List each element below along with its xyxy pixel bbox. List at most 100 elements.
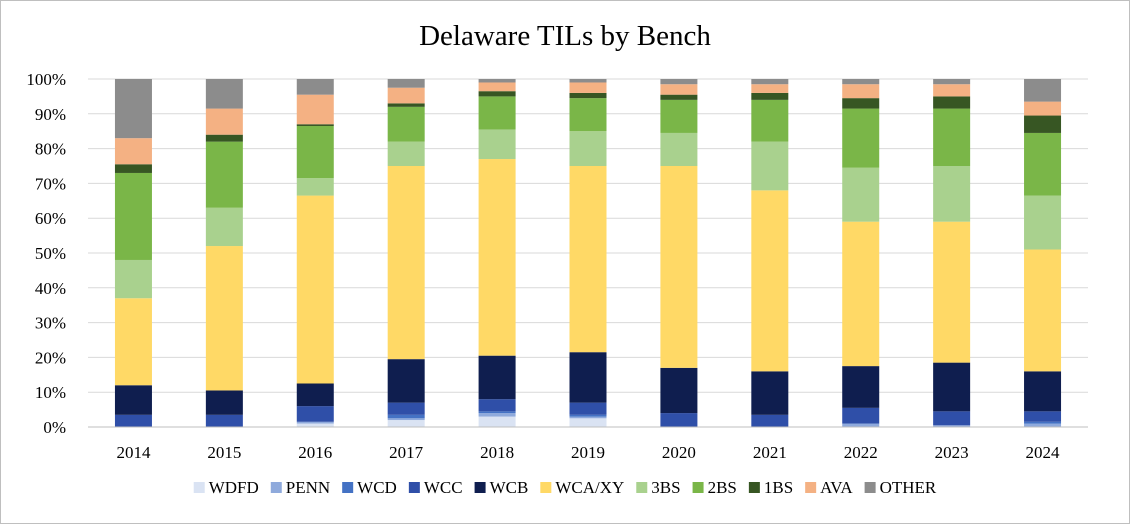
bar-segment-other	[205, 79, 243, 109]
y-axis: 0% 10% 20% 30% 40% 50% 60% 70% 80% 90% 100%	[26, 70, 66, 437]
bar-segment-wcc	[569, 402, 607, 415]
x-tick-label: 2015	[207, 443, 241, 462]
bar-segment-wcc	[660, 413, 698, 427]
bar-segment-ava	[478, 82, 516, 92]
x-tick-label: 2021	[753, 443, 787, 462]
bar-segment-ava	[114, 138, 152, 165]
bar-segment-wcb	[933, 362, 971, 412]
y-tick-label: 0%	[43, 418, 66, 437]
bar-segment-3bs	[205, 207, 243, 247]
legend-swatch	[692, 482, 704, 493]
bar-segment-wdfd	[569, 418, 607, 427]
bar-segment-wdfd	[387, 420, 425, 427]
bar-stack-2018	[478, 79, 516, 427]
bar-segment-wcb	[205, 390, 243, 415]
bar-segment-3bs	[296, 178, 334, 196]
bar-segment-wca-xy	[842, 221, 880, 367]
bar-segment-3bs	[114, 259, 152, 299]
bar-segment-other	[296, 79, 334, 95]
bar-segment-penn	[569, 416, 607, 419]
bar-segment-wca-xy	[1024, 249, 1062, 372]
bar-segment-3bs	[569, 131, 607, 166]
bar-segment-wcd	[478, 411, 516, 414]
legend-item-2bs: 2BS	[692, 478, 737, 497]
bar-segment-other	[387, 79, 425, 88]
legend-swatch	[540, 482, 552, 493]
bar-segment-other	[478, 79, 516, 83]
bar-segment-wca-xy	[569, 166, 607, 353]
bar-segment-wcb	[842, 366, 880, 408]
bar-segment-wca-xy	[660, 166, 698, 368]
bar-segment-ava	[842, 84, 880, 99]
x-tick-label: 2024	[1026, 443, 1061, 462]
bar-segment-penn	[933, 425, 971, 427]
bar-segment-wca-xy	[114, 298, 152, 386]
bar-segment-1bs	[296, 124, 334, 126]
y-tick-label: 80%	[35, 140, 66, 159]
bar-segment-2bs	[569, 98, 607, 132]
legend-label: 2BS	[708, 478, 737, 497]
legend-item-1bs: 1BS	[748, 478, 793, 497]
legend-swatch	[408, 482, 420, 493]
legend-item-wcd: WCD	[342, 478, 397, 497]
bar-segment-wdfd	[296, 423, 334, 427]
legend: WDFD PENN WCD WCC WCB WCA/XY 3BS 2BS 1BS AVA OTHER	[193, 478, 937, 497]
bar-segment-ava	[1024, 101, 1062, 116]
bar-segment-1bs	[1024, 115, 1062, 133]
bar-segment-2bs	[933, 108, 971, 166]
bar-stack-2023	[933, 79, 971, 427]
bar-segment-3bs	[478, 129, 516, 160]
bar-segment-2bs	[205, 141, 243, 208]
bar-segment-3bs	[387, 141, 425, 166]
bar-stack-2022	[842, 79, 880, 427]
bar-segment-other	[569, 79, 607, 83]
x-axis: 2014 2015 2016 2017 2018 2019 2020 2021 2022 2023…	[88, 426, 1088, 462]
bar-segment-1bs	[478, 91, 516, 97]
bar-segment-2bs	[842, 108, 880, 168]
bar-segment-1bs	[933, 96, 971, 109]
bar-segment-wcb	[387, 359, 425, 403]
bar-segment-wcb	[751, 371, 789, 415]
bar-segment-wcb	[660, 367, 698, 414]
bar-segment-penn	[387, 418, 425, 421]
bar-segment-wcd	[569, 414, 607, 417]
bar-stack-2015	[205, 79, 243, 427]
bar-segment-wcb	[569, 352, 607, 403]
bar-segment-1bs	[842, 98, 880, 109]
bar-segment-3bs	[660, 132, 698, 166]
bar-segment-penn	[1024, 423, 1062, 427]
bar-segment-1bs	[751, 92, 789, 100]
legend-item-wdfd: WDFD	[193, 478, 259, 497]
x-tick-label: 2022	[844, 443, 878, 462]
bar-segment-other	[1024, 79, 1062, 102]
bar-segment-wcc	[296, 406, 334, 422]
y-tick-label: 90%	[35, 105, 66, 124]
bar-segment-penn	[478, 413, 516, 417]
y-tick-label: 100%	[26, 70, 66, 89]
bar-stack-2024	[1024, 79, 1062, 427]
y-tick-label: 30%	[35, 314, 66, 333]
legend-item-other: OTHER	[864, 478, 937, 497]
legend-label: WCD	[357, 478, 397, 497]
legend-item-wcc: WCC	[408, 478, 463, 497]
legend-item-ava: AVA	[805, 478, 853, 497]
y-tick-label: 40%	[35, 279, 66, 298]
legend-swatch	[864, 482, 876, 493]
bar-segment-ava	[387, 87, 425, 104]
bar-segment-1bs	[114, 164, 152, 173]
bar-segment-ava	[933, 84, 971, 97]
bar-segment-2bs	[387, 106, 425, 142]
bar-segment-2bs	[114, 172, 152, 260]
legend-label: WCC	[424, 478, 463, 497]
bar-segment-1bs	[660, 94, 698, 100]
legend-label: AVA	[820, 478, 853, 497]
bar-segment-2bs	[478, 96, 516, 130]
bar-segment-1bs	[569, 92, 607, 99]
bar-stack-2014	[114, 79, 152, 427]
bar-segment-ava	[296, 94, 334, 125]
legend-label: 1BS	[764, 478, 793, 497]
legend-swatch	[193, 482, 205, 493]
y-tick-label: 70%	[35, 174, 66, 193]
x-tick-label: 2023	[935, 443, 969, 462]
bar-stack-2021	[751, 79, 789, 427]
